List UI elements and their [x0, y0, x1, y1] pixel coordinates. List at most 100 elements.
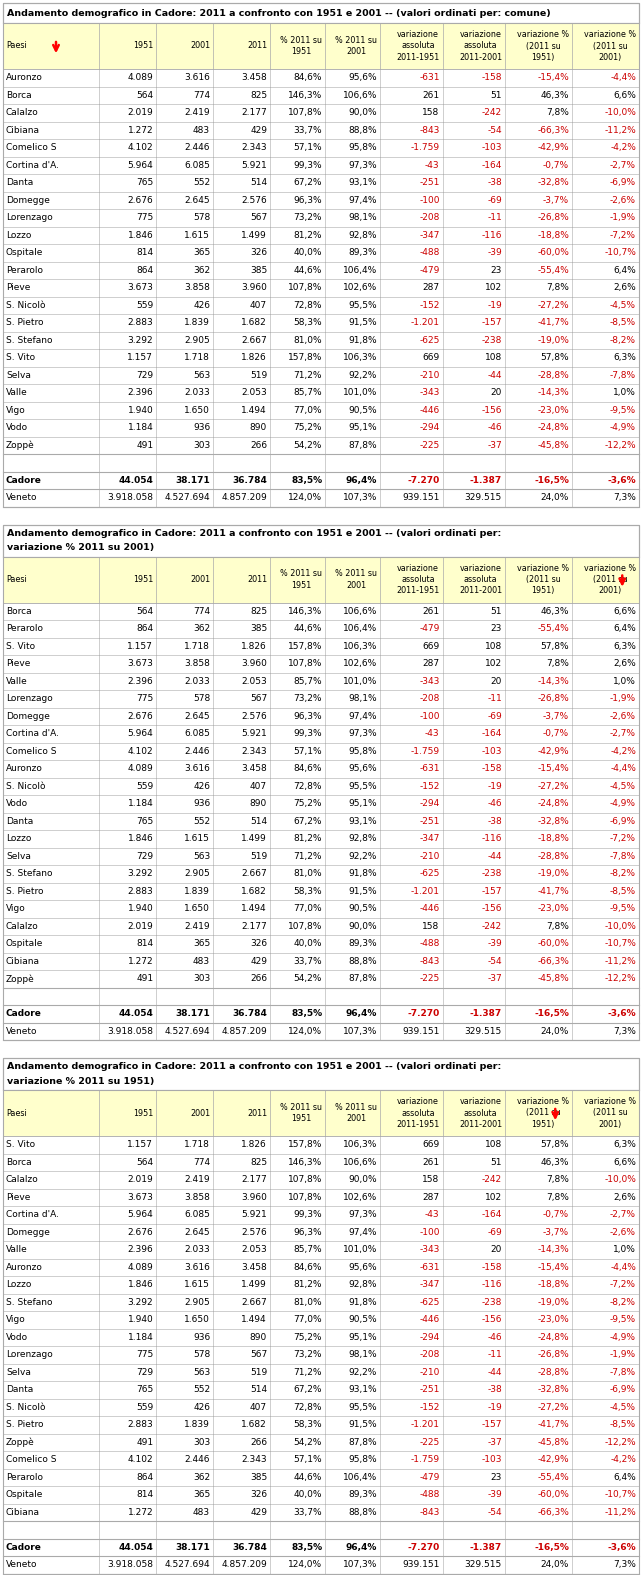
Text: 825: 825 [250, 606, 267, 616]
Text: % 2011 su
1951: % 2011 su 1951 [280, 36, 322, 57]
Text: 7,8%: 7,8% [546, 1192, 569, 1202]
Bar [3, 970, 639, 988]
Text: -10,0%: -10,0% [604, 1175, 636, 1184]
Text: 20: 20 [490, 677, 502, 685]
Text: -44: -44 [487, 852, 502, 862]
Text: 3.458: 3.458 [241, 1263, 267, 1271]
Text: -45,8%: -45,8% [537, 1438, 569, 1447]
Text: 890: 890 [250, 1332, 267, 1342]
Text: -14,3%: -14,3% [537, 389, 569, 397]
Text: 1.650: 1.650 [184, 406, 210, 414]
Text: -488: -488 [419, 1490, 440, 1499]
Text: 303: 303 [193, 975, 210, 983]
Text: 362: 362 [193, 624, 210, 633]
Text: -843: -843 [419, 956, 440, 965]
Text: 7,3%: 7,3% [613, 493, 636, 502]
Text: -225: -225 [419, 975, 440, 983]
Text: Comelico S: Comelico S [6, 1455, 56, 1465]
Text: Perarolo: Perarolo [6, 266, 43, 274]
Bar [3, 454, 639, 471]
Text: variazione % 2011 su 1951): variazione % 2011 su 1951) [7, 1077, 154, 1085]
Text: 1.272: 1.272 [128, 956, 153, 965]
Text: 426: 426 [193, 781, 210, 791]
Text: 38.171: 38.171 [175, 476, 210, 485]
Text: 77,0%: 77,0% [293, 406, 322, 414]
Text: 552: 552 [193, 178, 210, 187]
Text: Lozzo: Lozzo [6, 232, 31, 239]
Text: 1.846: 1.846 [128, 835, 153, 843]
Text: 98,1%: 98,1% [349, 1350, 377, 1359]
Text: 4.102: 4.102 [128, 1455, 153, 1465]
Text: -152: -152 [419, 301, 440, 310]
Bar [3, 384, 639, 402]
Bar [3, 1433, 639, 1451]
Text: 564: 564 [136, 91, 153, 99]
Text: 491: 491 [136, 975, 153, 983]
Text: 84,6%: 84,6% [293, 1263, 322, 1271]
Text: -2,6%: -2,6% [610, 1228, 636, 1236]
Text: 96,4%: 96,4% [346, 1010, 377, 1019]
Text: -10,0%: -10,0% [604, 109, 636, 117]
Text: Auronzo: Auronzo [6, 1263, 43, 1271]
Text: 365: 365 [193, 939, 210, 948]
Bar [3, 603, 639, 621]
Text: 3.616: 3.616 [184, 1263, 210, 1271]
Bar [3, 3, 639, 24]
Text: 96,3%: 96,3% [293, 195, 322, 205]
Text: -7,2%: -7,2% [610, 835, 636, 843]
Bar [3, 1556, 639, 1573]
Text: 92,8%: 92,8% [349, 1280, 377, 1290]
Text: 97,3%: 97,3% [349, 729, 377, 739]
Text: variazione
assoluta
2011-2001: variazione assoluta 2011-2001 [459, 564, 502, 595]
Bar [3, 296, 639, 313]
Text: 3.616: 3.616 [184, 764, 210, 773]
Text: 24,0%: 24,0% [541, 1561, 569, 1569]
Text: 84,6%: 84,6% [293, 74, 322, 82]
Text: Calalzo: Calalzo [6, 1175, 39, 1184]
Text: 1.650: 1.650 [184, 904, 210, 914]
Text: 81,2%: 81,2% [293, 1280, 322, 1290]
Text: 102,6%: 102,6% [343, 284, 377, 293]
Text: 107,8%: 107,8% [288, 921, 322, 931]
Text: Domegge: Domegge [6, 195, 50, 205]
Bar [3, 1005, 639, 1022]
Text: 96,3%: 96,3% [293, 1228, 322, 1236]
Text: S. Nicolò: S. Nicolò [6, 1403, 46, 1411]
Text: -103: -103 [482, 1455, 502, 1465]
Text: 98,1%: 98,1% [349, 213, 377, 222]
Text: Vodo: Vodo [6, 1332, 28, 1342]
Text: 825: 825 [250, 91, 267, 99]
Text: 765: 765 [136, 178, 153, 187]
Text: 93,1%: 93,1% [349, 1386, 377, 1394]
Bar [3, 104, 639, 121]
Text: 1.682: 1.682 [241, 887, 267, 896]
Text: 2,6%: 2,6% [613, 660, 636, 668]
Text: 124,0%: 124,0% [288, 493, 322, 502]
Text: 939.151: 939.151 [403, 1561, 440, 1569]
Text: Borca: Borca [6, 1158, 31, 1167]
Text: 564: 564 [136, 1158, 153, 1167]
Text: -0,7%: -0,7% [543, 161, 569, 170]
Text: -157: -157 [482, 887, 502, 896]
Text: 1.846: 1.846 [128, 232, 153, 239]
Text: 93,1%: 93,1% [349, 178, 377, 187]
Bar [3, 1381, 639, 1399]
Text: 3.918.058: 3.918.058 [107, 1027, 153, 1036]
Text: -8,5%: -8,5% [610, 318, 636, 328]
Text: 365: 365 [193, 249, 210, 257]
Text: 1.184: 1.184 [128, 1332, 153, 1342]
Text: 2.676: 2.676 [128, 195, 153, 205]
Text: -15,4%: -15,4% [537, 1263, 569, 1271]
Text: -225: -225 [419, 441, 440, 450]
Bar [3, 953, 639, 970]
Text: -32,8%: -32,8% [537, 178, 569, 187]
Text: 519: 519 [250, 370, 267, 380]
Text: -54: -54 [487, 1507, 502, 1517]
Text: 1.718: 1.718 [184, 353, 210, 362]
Text: -3,6%: -3,6% [607, 1010, 636, 1019]
Text: Vigo: Vigo [6, 1315, 26, 1325]
Text: 429: 429 [250, 1507, 267, 1517]
Text: -26,8%: -26,8% [537, 695, 569, 704]
Text: 266: 266 [250, 441, 267, 450]
Text: -38: -38 [487, 1386, 502, 1394]
